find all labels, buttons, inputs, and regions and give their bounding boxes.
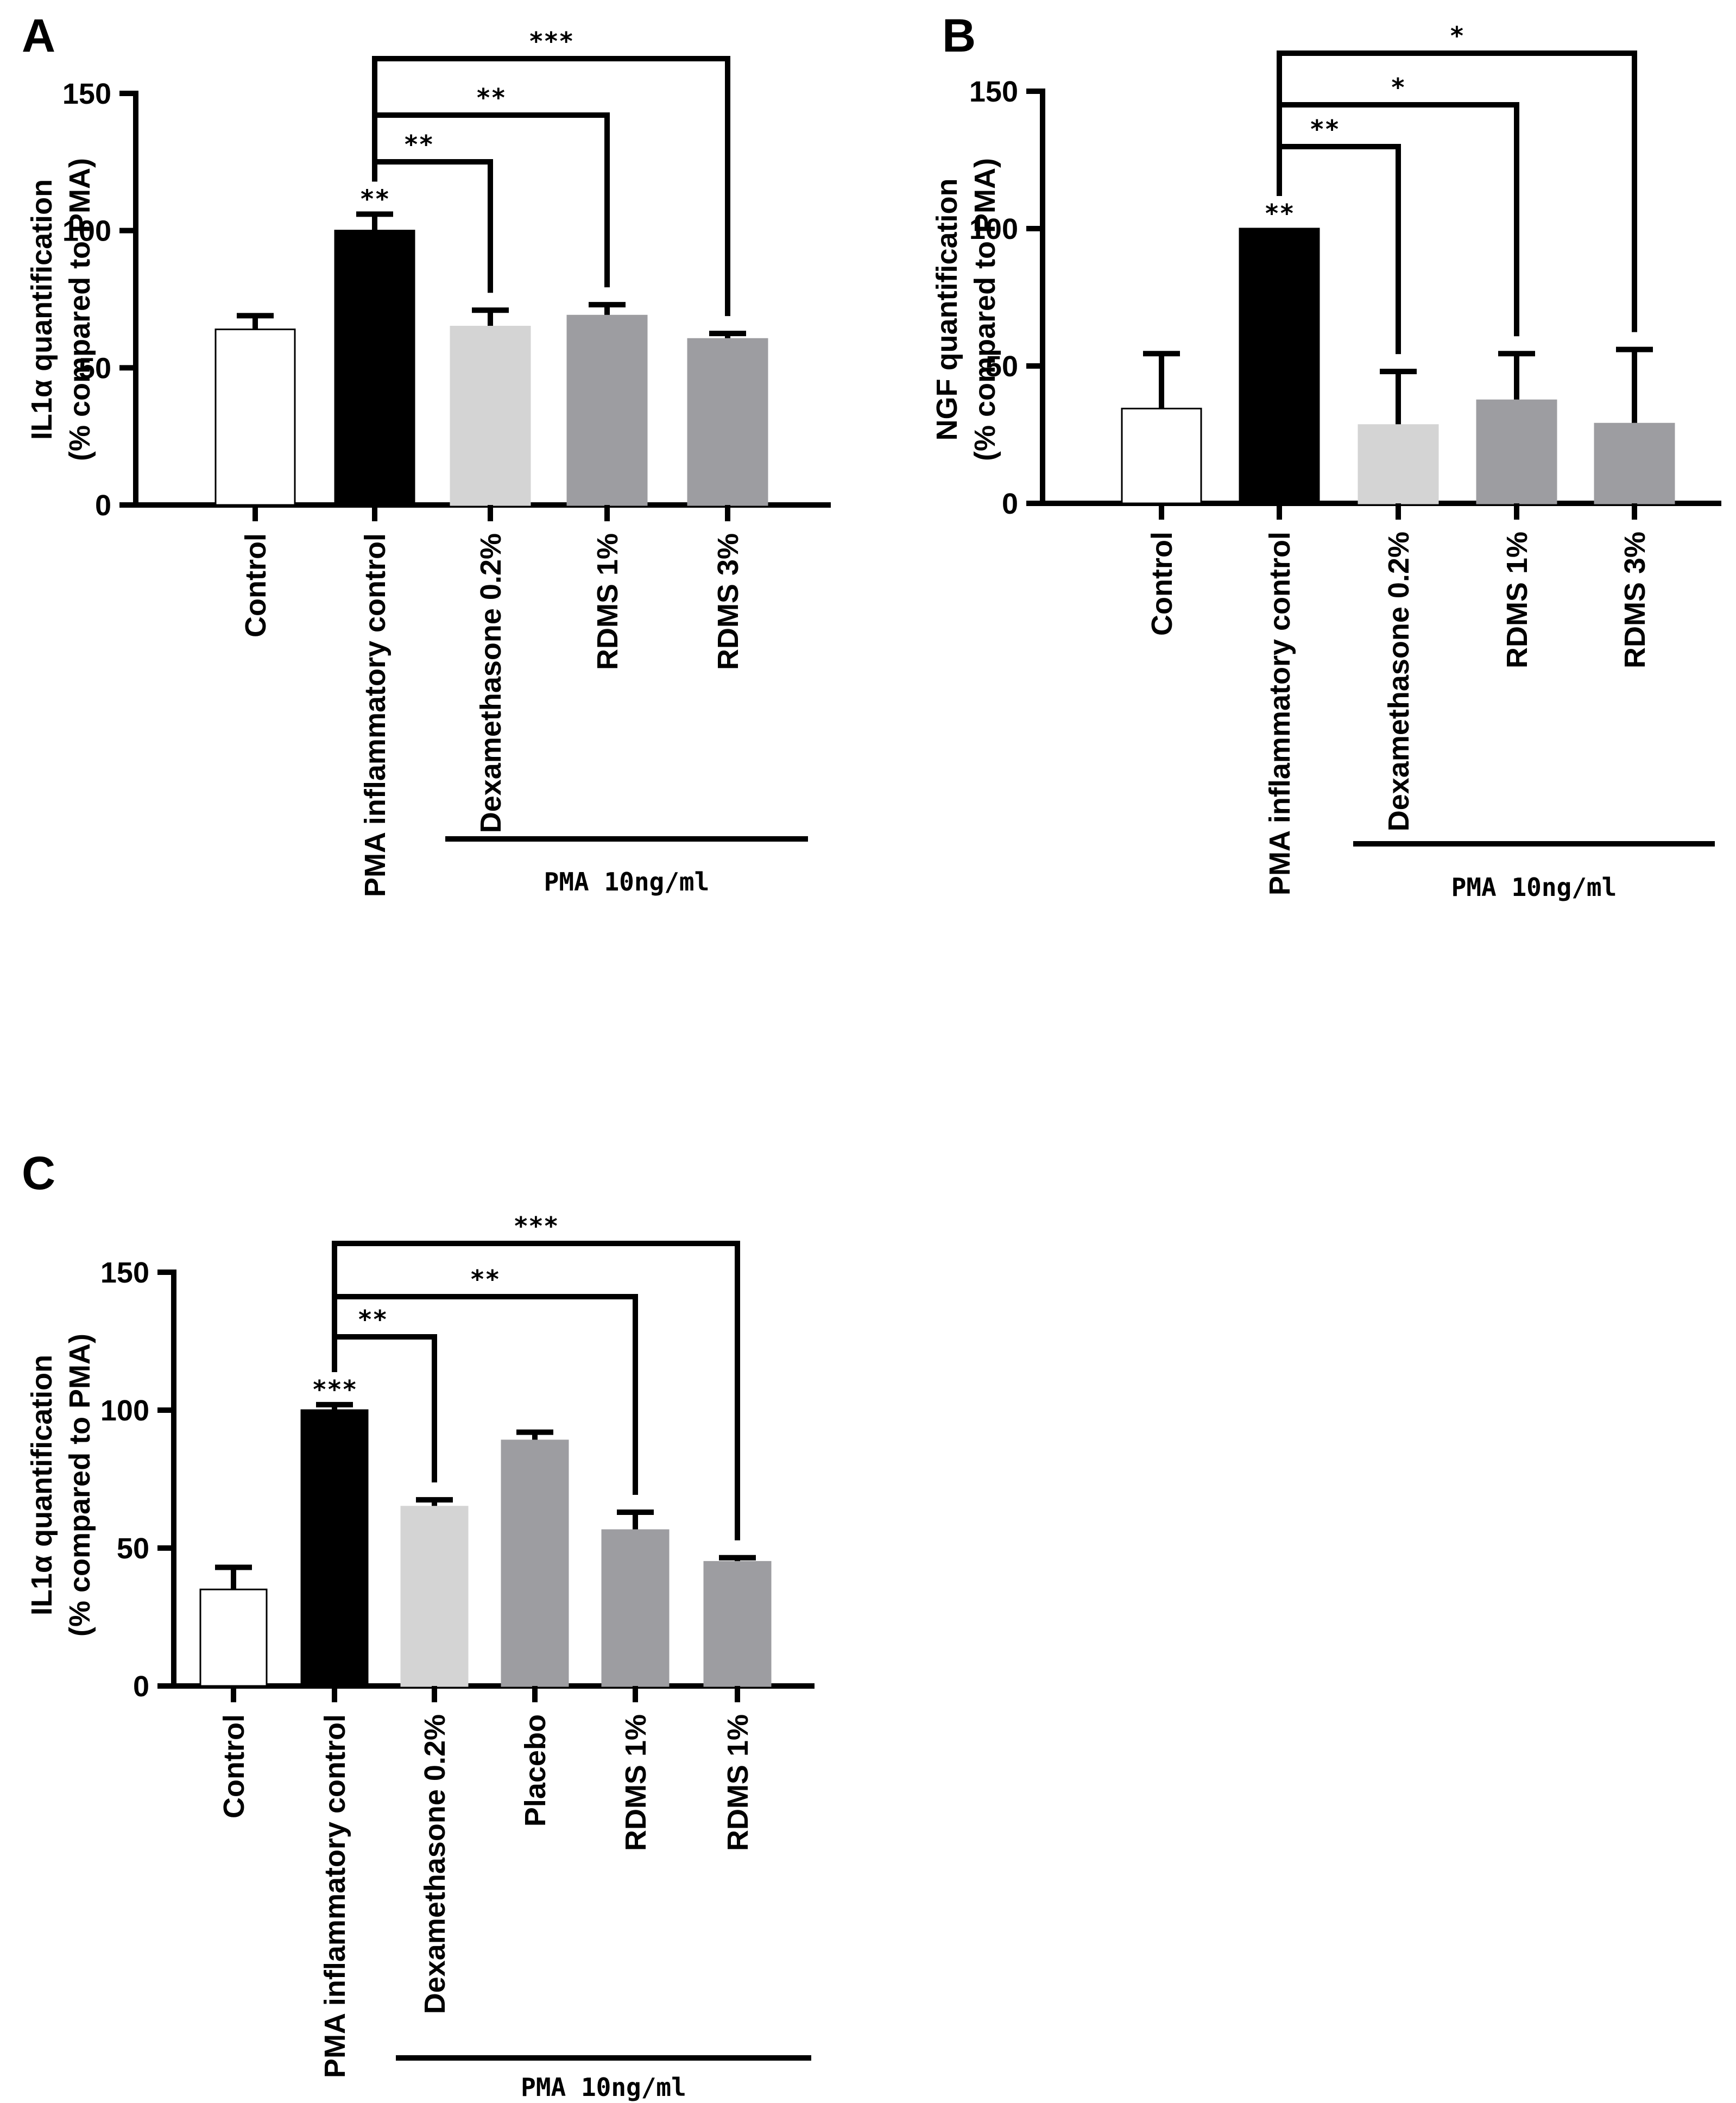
bar <box>1476 399 1557 504</box>
x-tick-label: RDMS 1% <box>1501 532 1533 668</box>
x-tick-label: Dexamethasone 0.2% <box>419 1714 451 2014</box>
bracket-label: *** <box>528 27 573 56</box>
bar <box>601 1529 670 1687</box>
y-tick-label: 100 <box>969 213 1018 245</box>
x-tick-label: Dexamethasone 0.2% <box>475 533 507 833</box>
y-tick-label: 50 <box>117 1532 149 1565</box>
bar <box>703 1561 772 1687</box>
x-tick-label: Dexamethasone 0.2% <box>1383 532 1415 831</box>
treatment-group-label: PMA 10ng/ml <box>521 2073 686 2102</box>
x-tick-label: Placebo <box>519 1714 552 1827</box>
y-axis-label-line1: IL1α quantification <box>26 1355 58 1615</box>
y-tick-label: 50 <box>986 350 1018 383</box>
y-axis-label-line1: IL1α quantification <box>26 179 58 440</box>
y-tick-label: 0 <box>133 1670 149 1703</box>
x-tick-label: PMA inflammatory control <box>359 533 392 897</box>
panel-letter: B <box>942 10 976 62</box>
bar <box>400 1506 469 1687</box>
bracket-label: ** <box>476 83 506 112</box>
bar <box>334 230 415 506</box>
y-axis-label-line2: (% compared to PMA) <box>969 158 1001 461</box>
bar <box>566 314 648 506</box>
bar <box>199 1588 268 1687</box>
significance-star: ** <box>359 184 389 213</box>
y-tick-label: 150 <box>100 1256 149 1289</box>
x-tick-label: RDMS 1% <box>620 1714 652 1851</box>
panel-a: A IL1α quantification (% compared to PMA… <box>22 10 831 897</box>
y-axis-label-line1: NGF quantification <box>931 179 963 441</box>
bar <box>300 1409 369 1687</box>
y-tick-label: 0 <box>95 489 111 522</box>
treatment-group-label: PMA 10ng/ml <box>1451 873 1617 902</box>
panel-b: B NGF quantification (% compared to PMA)… <box>931 10 1721 902</box>
x-tick-label: Control <box>1146 532 1178 636</box>
bar <box>1239 228 1320 504</box>
y-tick-label: 150 <box>969 75 1018 108</box>
x-tick-label: RDMS 3% <box>712 533 744 670</box>
bracket-label: ** <box>1310 115 1340 144</box>
bracket-label: * <box>1449 21 1464 50</box>
x-tick-label: RDMS 1% <box>722 1714 754 1851</box>
x-tick-label: RDMS 1% <box>591 533 624 670</box>
treatment-group-label: PMA 10ng/ml <box>544 867 710 896</box>
y-tick-label: 100 <box>62 215 111 248</box>
significance-star: ** <box>1264 199 1294 228</box>
x-tick-label: PMA inflammatory control <box>1264 532 1296 895</box>
bracket-label: ** <box>403 130 433 159</box>
bar <box>1594 422 1675 504</box>
significance-star: *** <box>312 1375 357 1404</box>
y-tick-label: 100 <box>100 1394 149 1427</box>
bracket-label: ** <box>470 1265 500 1294</box>
bar <box>687 338 768 506</box>
panel-c: C IL1α quantification (% compared to PMA… <box>22 1147 815 2102</box>
bracket-label: * <box>1391 73 1406 102</box>
bracket-label: ** <box>357 1305 387 1334</box>
bar <box>214 329 296 506</box>
y-axis-label-line2: (% compared to PMA) <box>64 158 96 461</box>
x-tick-label: Control <box>239 533 272 637</box>
x-tick-label: RDMS 3% <box>1619 532 1651 668</box>
y-tick-label: 150 <box>62 78 111 110</box>
panel-letter: A <box>22 10 55 62</box>
x-tick-label: Control <box>218 1714 250 1818</box>
bar <box>501 1439 569 1687</box>
bar <box>1358 424 1439 504</box>
y-tick-label: 0 <box>1002 488 1018 520</box>
y-tick-label: 50 <box>79 352 111 384</box>
panel-letter: C <box>22 1147 55 1199</box>
y-axis-label-line2: (% compared to PMA) <box>64 1334 96 1637</box>
x-tick-label: PMA inflammatory control <box>319 1714 351 2078</box>
bar <box>450 326 531 506</box>
bracket-label: *** <box>513 1211 558 1241</box>
bar <box>1121 407 1202 504</box>
